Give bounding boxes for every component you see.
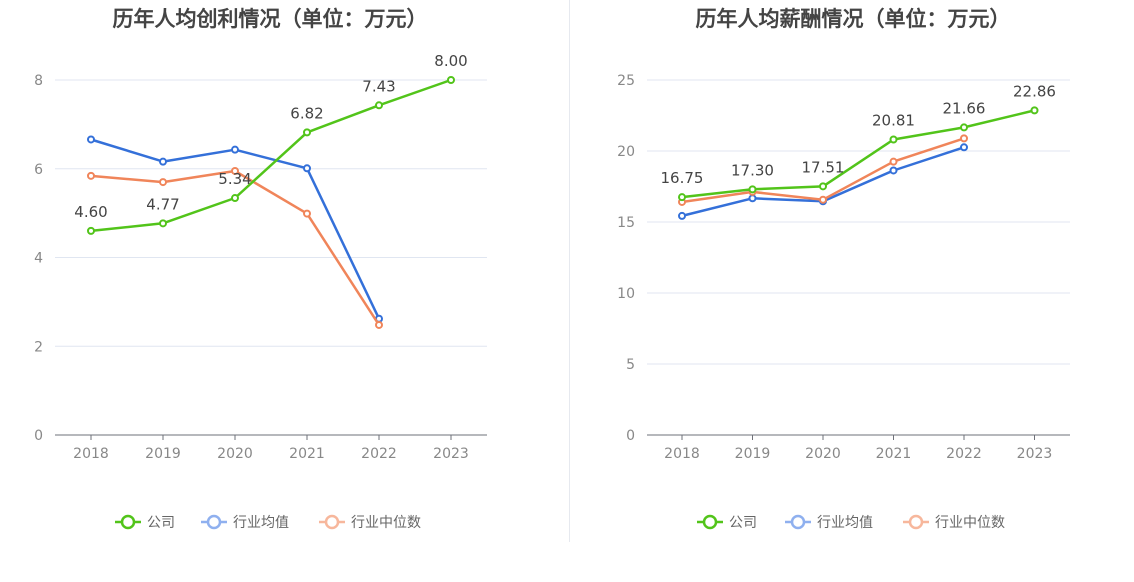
series-line-company xyxy=(90,78,452,233)
data-point xyxy=(231,145,239,154)
data-label: 22.86 xyxy=(1013,82,1056,100)
data-point xyxy=(889,166,898,175)
data-point xyxy=(678,193,686,202)
legend-item-company[interactable]: 公司 xyxy=(115,514,175,531)
data-point xyxy=(159,178,167,187)
data-label: 17.30 xyxy=(731,161,774,179)
data-label: 6.82 xyxy=(290,104,323,122)
data-point xyxy=(1030,106,1039,115)
legend-label: 行业均值 xyxy=(817,515,873,531)
y-tick-label: 8 xyxy=(34,73,43,89)
y-tick-label: 10 xyxy=(617,286,635,302)
data-point xyxy=(889,135,898,144)
legend-marker-icon xyxy=(908,514,924,530)
data-point xyxy=(375,101,383,110)
data-label: 4.60 xyxy=(74,203,107,221)
legend-marker-icon xyxy=(702,514,718,530)
chart-title: 历年人均薪酬情况（单位：万元） xyxy=(696,7,1011,31)
x-tick-label: 2023 xyxy=(1017,446,1053,462)
data-point xyxy=(159,157,167,166)
salary-per-capita-chart: 历年人均薪酬情况（单位：万元） 0 5 10 15 20 25 2018 2019 2020 202… xyxy=(567,0,1134,582)
y-tick-label: 2 xyxy=(34,339,43,355)
data-label: 20.81 xyxy=(872,111,915,129)
x-tick-label: 2019 xyxy=(145,446,181,462)
legend-marker-icon xyxy=(324,514,340,530)
x-tick-label: 2020 xyxy=(805,446,841,462)
data-label: 7.43 xyxy=(362,77,395,95)
data-point xyxy=(159,219,167,228)
legend-label: 行业中位数 xyxy=(935,515,1005,531)
data-point xyxy=(375,320,383,329)
legend-marker-icon xyxy=(206,514,222,530)
profit-per-capita-chart: 历年人均创利情况（单位：万元） 0 2 4 6 8 2018 2019 2020 2021 2022… xyxy=(34,7,487,531)
data-label: 5.34 xyxy=(218,170,251,188)
x-tick-label: 2021 xyxy=(876,446,912,462)
y-tick-label: 25 xyxy=(617,73,635,89)
legend-label: 公司 xyxy=(147,515,175,531)
data-point xyxy=(231,194,239,203)
data-label: 17.51 xyxy=(802,158,845,176)
chart-title: 历年人均创利情况（单位：万元） xyxy=(113,7,428,31)
x-tick-label: 2019 xyxy=(735,446,771,462)
data-point xyxy=(447,76,455,84)
data-point xyxy=(678,211,686,220)
data-point xyxy=(819,195,827,204)
legend-label: 行业中位数 xyxy=(351,515,421,531)
legend-label: 公司 xyxy=(729,515,757,531)
legend-item-industry-median[interactable]: 行业中位数 xyxy=(903,514,1005,531)
data-point xyxy=(87,171,95,180)
x-tick-label: 2018 xyxy=(73,446,109,462)
series-line-company xyxy=(681,109,1035,199)
y-tick-label: 0 xyxy=(34,428,43,444)
data-label: 16.75 xyxy=(661,169,704,187)
x-tick-label: 2022 xyxy=(361,446,397,462)
data-point xyxy=(303,209,311,218)
salary-chart-svg: 历年人均薪酬情况（单位：万元） 0 5 10 15 20 25 2018 2019 2020 202… xyxy=(617,7,1070,531)
data-point xyxy=(303,164,311,173)
data-point xyxy=(960,123,968,132)
profit-chart-svg: 历年人均创利情况（单位：万元） 0 2 4 6 8 2018 2019 2020 2021 2022… xyxy=(34,7,487,531)
legend-label: 行业均值 xyxy=(233,515,289,531)
x-tick-label: 2021 xyxy=(289,446,325,462)
data-point xyxy=(889,157,898,166)
y-tick-label: 4 xyxy=(34,251,43,267)
data-label: 8.00 xyxy=(434,52,467,70)
x-tick-label: 2023 xyxy=(433,446,469,462)
y-tick-label: 0 xyxy=(626,428,635,444)
legend-item-company[interactable]: 公司 xyxy=(697,514,757,531)
y-tick-label: 5 xyxy=(626,357,635,373)
y-tick-label: 20 xyxy=(617,144,635,160)
panel-divider xyxy=(569,0,570,542)
x-tick-label: 2020 xyxy=(217,446,253,462)
y-tick-label: 15 xyxy=(617,215,635,231)
legend-item-industry-average[interactable]: 行业均值 xyxy=(201,514,289,531)
x-tick-label: 2022 xyxy=(946,446,982,462)
data-point xyxy=(87,226,95,235)
data-point xyxy=(303,128,311,137)
legend-marker-icon xyxy=(790,514,806,530)
x-tick-label: 2018 xyxy=(664,446,700,462)
legend-marker-icon xyxy=(120,514,136,530)
legend-item-industry-average[interactable]: 行业均值 xyxy=(785,514,873,531)
data-point xyxy=(748,194,757,203)
data-point xyxy=(87,135,95,144)
data-point xyxy=(819,182,827,191)
data-point xyxy=(231,166,239,175)
data-point xyxy=(748,185,757,194)
legend-item-industry-median[interactable]: 行业中位数 xyxy=(319,514,421,531)
y-tick-label: 6 xyxy=(34,162,43,178)
data-point xyxy=(960,143,968,152)
data-label: 4.77 xyxy=(146,195,179,213)
data-label: 21.66 xyxy=(943,99,986,117)
series-line-industry-average xyxy=(90,138,381,320)
data-point xyxy=(960,134,968,143)
